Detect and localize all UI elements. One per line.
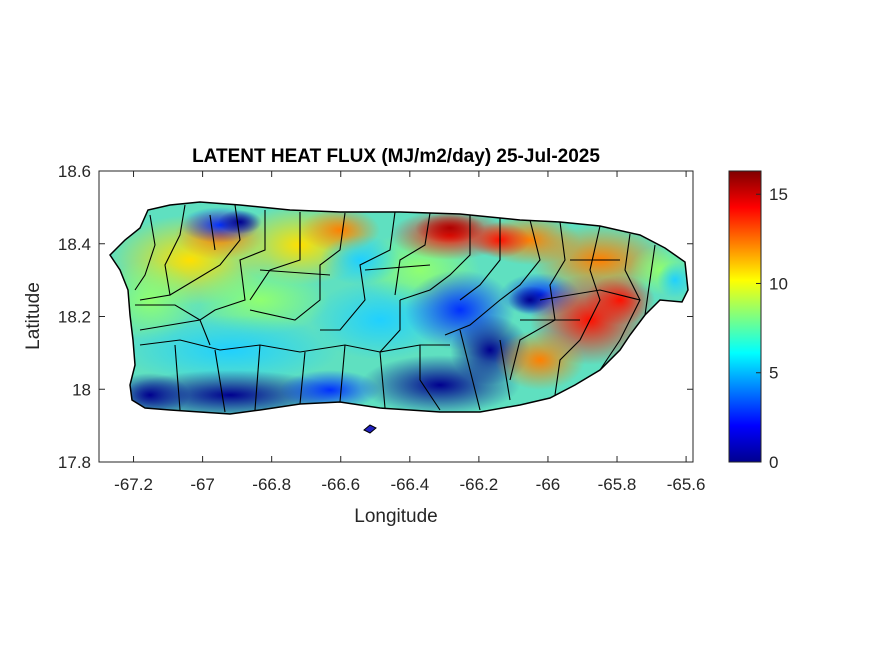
x-tick-label: -67.2 (114, 475, 153, 494)
colorbar (728, 170, 762, 463)
x-axis-label: Longitude (354, 506, 437, 527)
y-tick-label: 17.8 (58, 453, 91, 472)
x-tick-label: -66.6 (321, 475, 360, 494)
caja-de-muertos-island (363, 424, 377, 434)
x-tick-label: -66.2 (460, 475, 499, 494)
x-tick-label: -67 (190, 475, 215, 494)
colorbar-tick-label: 15 (769, 185, 788, 204)
y-tick-label: 18.6 (58, 162, 91, 181)
y-tick-label: 18.2 (58, 308, 91, 327)
x-tick-label: -66 (536, 475, 561, 494)
colorbar-ticks: 15 10 5 0 (756, 185, 788, 472)
y-tick-label: 18 (72, 380, 91, 399)
y-axis-label: Latitude (23, 282, 44, 350)
x-tick-label: -66.4 (390, 475, 429, 494)
colorbar-tick-label: 10 (769, 274, 788, 293)
y-axis: 18.6 18.4 18.2 18 17.8 (58, 162, 693, 472)
x-tick-label: -65.6 (667, 475, 706, 494)
x-tick-label: -65.8 (598, 475, 637, 494)
x-tick-label: -66.8 (252, 475, 291, 494)
chart-title: LATENT HEAT FLUX (MJ/m2/day) 25-Jul-2025 (192, 146, 600, 167)
colorbar-tick-label: 5 (769, 364, 778, 383)
municipality-boundaries (109, 201, 689, 415)
y-tick-label: 18.4 (58, 235, 91, 254)
colorbar-tick-label: 0 (769, 453, 778, 472)
x-axis: -67.2 -67 -66.8 -66.6 -66.4 -66.2 -66 -65.8 -65.… (114, 171, 705, 494)
